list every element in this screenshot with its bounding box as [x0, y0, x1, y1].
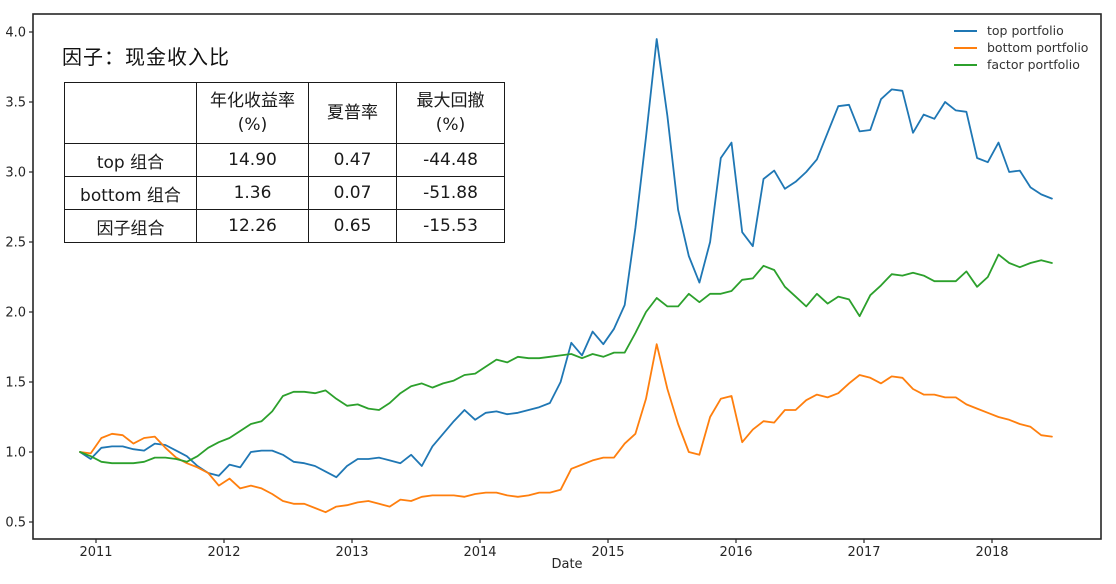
- y-tick-label: 3.5: [5, 96, 26, 111]
- cell-sharpe: 0.65: [308, 209, 397, 243]
- table-header-cell-sharpe: 夏普率: [308, 82, 397, 144]
- cell-annual-return: 14.90: [196, 143, 309, 177]
- y-tick-label: 2.5: [5, 236, 26, 251]
- legend-item-factor-portfolio: factor portfolio: [954, 56, 1088, 73]
- y-tick-label: 3.0: [5, 166, 26, 181]
- x-tick-label: 2018: [975, 545, 1008, 560]
- x-tick-label: 2013: [335, 545, 368, 560]
- series-line-top-portfolio: [79, 38, 1053, 479]
- legend-label: factor portfolio: [987, 57, 1080, 72]
- cell-max-drawdown: -44.48: [396, 143, 505, 177]
- legend-item-top-portfolio: top portfolio: [954, 22, 1088, 39]
- stats-table: 年化收益率 (%) 夏普率 最大回撤 (%): [64, 82, 505, 243]
- row-label: top 组合: [64, 143, 197, 177]
- legend-line-swatch: [954, 46, 977, 49]
- legend-line-swatch: [954, 29, 977, 32]
- cell-annual-return: 12.26: [196, 209, 309, 243]
- x-axis-label: Date: [551, 557, 583, 572]
- table-header-cell-annual-return: 年化收益率 (%): [196, 82, 309, 144]
- row-label: bottom 组合: [64, 176, 197, 210]
- x-tick-label: 2015: [591, 545, 624, 560]
- table-header-row: 年化收益率 (%) 夏普率 最大回撤 (%): [64, 82, 505, 144]
- y-tick-label: 1.0: [5, 446, 26, 461]
- y-tick-label: 2.0: [5, 306, 26, 321]
- y-tick-label: 0.5: [5, 516, 26, 531]
- header-line1: 年化收益率: [210, 91, 295, 111]
- header-line1: 夏普率: [327, 103, 378, 123]
- cell-annual-return: 1.36: [196, 176, 309, 210]
- legend-label: bottom portfolio: [987, 40, 1089, 55]
- table-header-cell-max-drawdown: 最大回撤 (%): [396, 82, 505, 144]
- chart-legend: top portfolio bottom portfolio factor po…: [954, 22, 1088, 73]
- table-row-bottom: bottom 组合 1.36 0.07 -51.88: [64, 176, 505, 210]
- cell-sharpe: 0.07: [308, 176, 397, 210]
- x-tick-label: 2012: [207, 545, 240, 560]
- table-row-factor: 因子组合 12.26 0.65 -15.53: [64, 209, 505, 243]
- series-line-bottom-portfolio: [79, 343, 1053, 514]
- table-row-top: top 组合 14.90 0.47 -44.48: [64, 143, 505, 177]
- chart-title: 因子：现金收入比: [62, 45, 230, 69]
- y-tick-label: 4.0: [5, 26, 26, 41]
- x-tick-label: 2017: [847, 545, 880, 560]
- header-line1: 最大回撤: [416, 91, 485, 111]
- plot-frame: [32, 13, 1102, 540]
- legend-line-swatch: [954, 63, 977, 66]
- cell-max-drawdown: -51.88: [396, 176, 505, 210]
- legend-label: top portfolio: [987, 23, 1064, 38]
- header-line2: (%): [435, 115, 466, 135]
- y-tick-label: 1.5: [5, 376, 26, 391]
- row-label: 因子组合: [64, 209, 197, 243]
- header-line2: (%): [237, 115, 268, 135]
- x-tick-label: 2016: [719, 545, 752, 560]
- legend-item-bottom-portfolio: bottom portfolio: [954, 39, 1088, 56]
- series-line-factor-portfolio: [79, 253, 1053, 465]
- table-header-cell-empty: [64, 82, 197, 144]
- x-tick-label: 2014: [463, 545, 496, 560]
- cell-max-drawdown: -15.53: [396, 209, 505, 243]
- x-tick-label: 2011: [79, 545, 112, 560]
- cell-sharpe: 0.47: [308, 143, 397, 177]
